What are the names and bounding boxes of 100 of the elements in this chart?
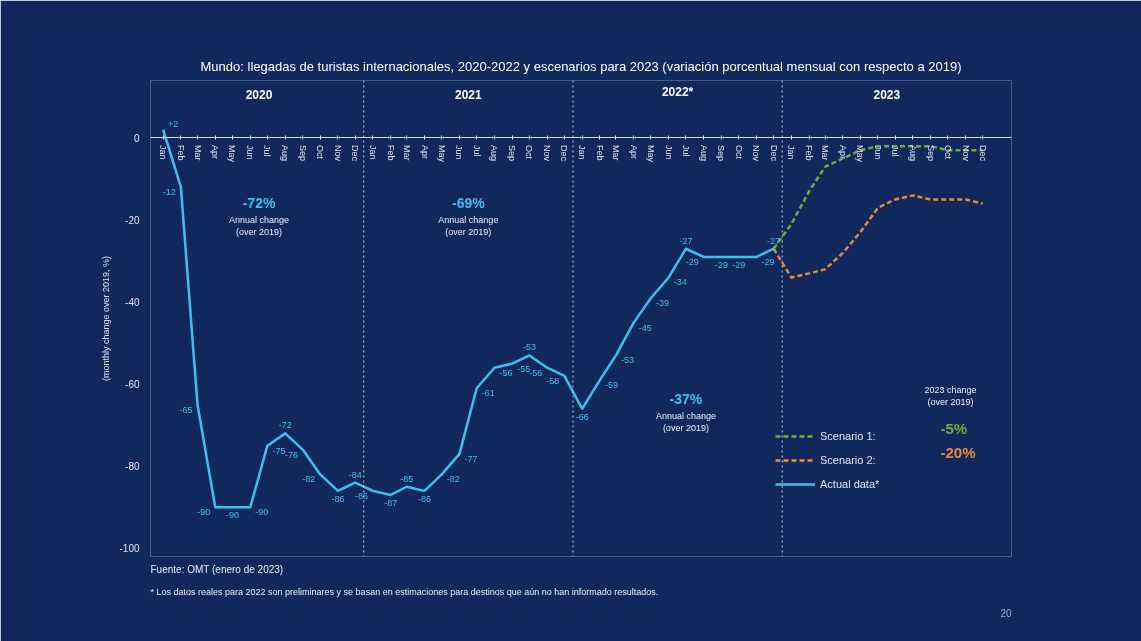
- annotation: -37%: [669, 390, 703, 407]
- annotation: 2023 change (over 2019): [924, 384, 977, 407]
- data-label: -90: [225, 510, 239, 521]
- x-tick-label: Dec: [350, 144, 361, 162]
- data-label: -53: [620, 355, 634, 366]
- legend-label: Scenario 2:: [820, 453, 876, 468]
- annotation: Annual change (over 2019): [655, 410, 716, 433]
- x-tick-label: Feb: [175, 144, 186, 161]
- data-label: -75: [272, 445, 286, 456]
- x-tick-label: Jan: [786, 144, 797, 160]
- x-tick-label: Jan: [158, 144, 169, 160]
- data-label: -59: [604, 380, 618, 391]
- y-tick-label: -100: [119, 543, 140, 555]
- y-tick-label: -60: [125, 379, 140, 391]
- x-tick-label: Feb: [594, 144, 605, 161]
- x-tick-label: Aug: [280, 144, 291, 161]
- x-tick-label: May: [855, 144, 866, 163]
- x-tick-label: Sep: [297, 144, 308, 161]
- chart-title: Mundo: llegadas de turistas internacionales, 2020-2022 y escenarios para 2023 (variación porcentual mensual con respecto a 2019): [200, 58, 962, 74]
- data-label: -90: [197, 507, 211, 518]
- x-tick-label: Jun: [454, 144, 465, 160]
- annotation: -20%: [940, 444, 976, 461]
- data-label: -58: [546, 375, 560, 386]
- x-tick-label: Oct: [733, 144, 744, 160]
- x-tick-label: Mar: [401, 144, 412, 161]
- data-label: -34: [673, 277, 687, 288]
- y-tick-label: 0: [133, 132, 140, 144]
- annotation: 2022*: [661, 84, 694, 99]
- x-tick-label: Jul: [262, 144, 273, 157]
- x-tick-label: Mar: [820, 144, 831, 161]
- data-label: -82: [446, 474, 460, 485]
- x-tick-label: Jan: [577, 144, 588, 160]
- annotation: -5%: [940, 420, 968, 437]
- x-tick-label: Sep: [716, 144, 727, 161]
- data-label: -56: [529, 367, 543, 378]
- data-label: -53: [522, 342, 536, 353]
- data-label: -45: [638, 322, 652, 333]
- x-tick-label: Nov: [542, 144, 553, 162]
- x-tick-label: Dec: [768, 144, 779, 162]
- data-label: -85: [400, 473, 414, 484]
- data-label: -39: [655, 297, 669, 308]
- x-tick-label: May: [645, 144, 656, 163]
- x-tick-label: Feb: [804, 144, 815, 161]
- x-tick-label: Apr: [628, 144, 639, 159]
- annotation: 2021: [455, 87, 483, 102]
- data-label: -12: [162, 187, 176, 198]
- x-tick-label: Oct: [315, 144, 326, 160]
- x-tick-label: Jan: [367, 144, 378, 160]
- x-tick-label: Nov: [751, 144, 762, 162]
- data-label: -29: [714, 259, 728, 270]
- x-tick-label: Aug: [698, 144, 709, 161]
- data-label: -66: [575, 411, 589, 422]
- x-tick-label: Apr: [210, 144, 221, 159]
- x-tick-label: Jul: [680, 144, 691, 157]
- text: * Los datos reales para 2022 son preliminares y se basan en estimaciones para destinos que aún no han informado resultados.: [150, 586, 659, 597]
- legend-label: Scenario 1:: [820, 429, 876, 444]
- x-tick-label: Jul: [890, 144, 901, 157]
- x-tick-label: Jun: [245, 144, 256, 160]
- data-label: -72: [278, 420, 292, 431]
- annotation: Annual change (over 2019): [438, 214, 499, 237]
- data-label: -27: [767, 235, 781, 246]
- data-label: -56: [499, 367, 513, 378]
- annotation: -69%: [452, 194, 486, 211]
- x-tick-label: Aug: [489, 144, 500, 161]
- data-label: -29: [732, 259, 746, 270]
- data-label: -55: [517, 363, 531, 374]
- x-tick-label: Jun: [663, 144, 674, 160]
- x-tick-label: Mar: [610, 144, 621, 161]
- data-label: -65: [179, 404, 193, 415]
- data-label: -84: [348, 469, 362, 480]
- data-label: -27: [679, 235, 693, 246]
- data-label: -82: [302, 474, 316, 485]
- text: 20: [1000, 607, 1012, 619]
- annotation: Annual change (over 2019): [229, 214, 290, 237]
- x-tick-label: Apr: [837, 144, 848, 159]
- x-tick-label: Dec: [977, 144, 988, 162]
- y-tick-label: -80: [125, 461, 140, 473]
- data-label: -86: [354, 490, 368, 501]
- data-label: -61: [481, 388, 495, 399]
- x-tick-label: Nov: [332, 144, 343, 162]
- data-label: -29: [685, 256, 699, 267]
- x-tick-label: Jul: [471, 144, 482, 157]
- annotation: -72%: [242, 194, 276, 211]
- data-label: -86: [331, 493, 345, 504]
- data-label: +2: [168, 118, 179, 129]
- x-tick-label: Dec: [559, 144, 570, 162]
- x-tick-label: Feb: [385, 144, 396, 161]
- x-tick-label: Mar: [192, 144, 203, 161]
- data-label: -77: [464, 453, 478, 464]
- x-tick-label: Oct: [524, 144, 535, 160]
- x-tick-label: May: [227, 144, 238, 163]
- x-tick-label: Aug: [907, 144, 918, 161]
- x-tick-label: Sep: [925, 144, 936, 161]
- data-label: -29: [761, 256, 775, 267]
- annotation: 2020: [245, 87, 273, 102]
- x-tick-label: Oct: [942, 144, 953, 160]
- x-tick-label: Jun: [872, 144, 883, 160]
- data-label: -76: [284, 449, 298, 460]
- y-tick-label: -20: [125, 215, 140, 227]
- x-tick-label: Apr: [419, 144, 430, 159]
